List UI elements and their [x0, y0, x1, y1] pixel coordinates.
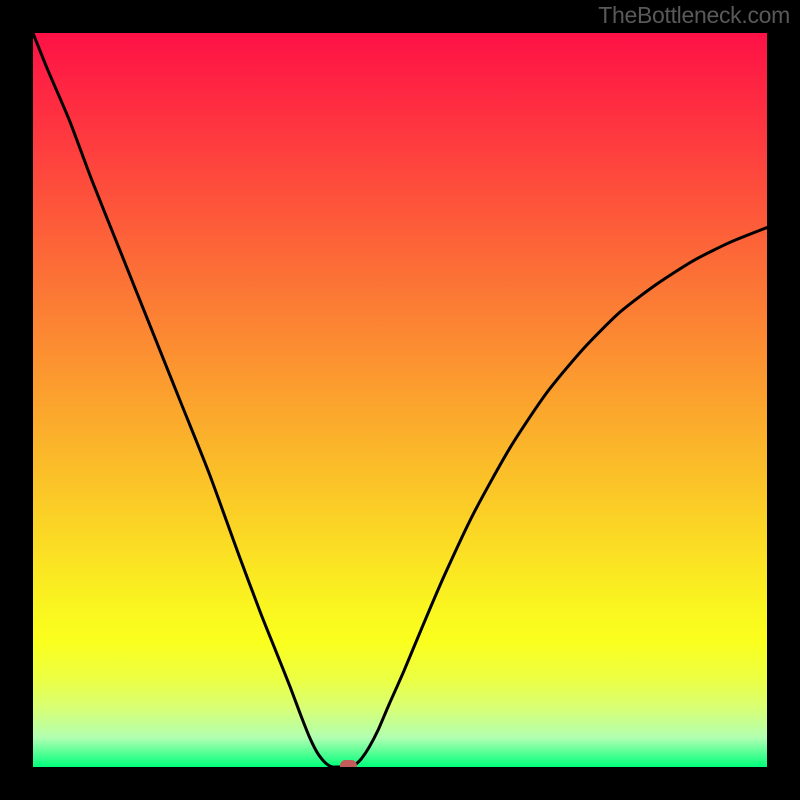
chart-frame: TheBottleneck.com	[0, 0, 800, 800]
plot-area	[33, 33, 767, 767]
bottleneck-curve	[33, 33, 767, 767]
optimal-marker	[340, 760, 357, 767]
watermark-text: TheBottleneck.com	[598, 2, 790, 29]
